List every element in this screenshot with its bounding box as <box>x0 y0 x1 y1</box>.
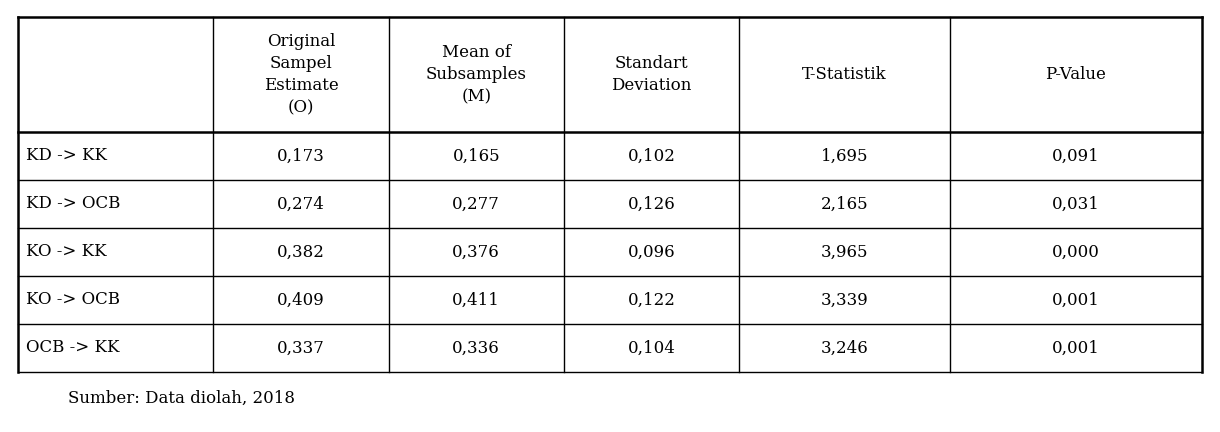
Text: 1,695: 1,695 <box>821 147 869 165</box>
Text: 0,091: 0,091 <box>1052 147 1099 165</box>
Text: KO -> KK: KO -> KK <box>26 244 106 260</box>
Text: 0,337: 0,337 <box>277 340 325 356</box>
Text: 2,165: 2,165 <box>821 196 869 213</box>
Text: P-Value: P-Value <box>1046 66 1107 83</box>
Text: 0,126: 0,126 <box>627 196 676 213</box>
Text: 0,274: 0,274 <box>277 196 325 213</box>
Text: 3,965: 3,965 <box>821 244 869 260</box>
Text: 0,277: 0,277 <box>453 196 500 213</box>
Text: Original
Sampel
Estimate
(O): Original Sampel Estimate (O) <box>264 33 338 116</box>
Text: 0,165: 0,165 <box>453 147 500 165</box>
Text: 0,409: 0,409 <box>277 292 325 308</box>
Text: 0,173: 0,173 <box>277 147 325 165</box>
Text: 0,336: 0,336 <box>453 340 500 356</box>
Text: 0,001: 0,001 <box>1052 292 1100 308</box>
Text: KO -> OCB: KO -> OCB <box>26 292 120 308</box>
Text: 0,001: 0,001 <box>1052 340 1100 356</box>
Text: 0,376: 0,376 <box>453 244 500 260</box>
Text: 0,104: 0,104 <box>627 340 676 356</box>
Text: KD -> OCB: KD -> OCB <box>26 196 121 213</box>
Text: Mean of
Subsamples
(M): Mean of Subsamples (M) <box>426 44 527 105</box>
Text: 0,096: 0,096 <box>627 244 675 260</box>
Text: Sumber: Data diolah, 2018: Sumber: Data diolah, 2018 <box>68 390 295 407</box>
Text: 0,411: 0,411 <box>453 292 500 308</box>
Text: KD -> KK: KD -> KK <box>26 147 107 165</box>
Text: OCB -> KK: OCB -> KK <box>26 340 120 356</box>
Text: 0,122: 0,122 <box>627 292 676 308</box>
Text: Standart
Deviation: Standart Deviation <box>611 55 692 94</box>
Text: 3,339: 3,339 <box>821 292 869 308</box>
Text: 0,382: 0,382 <box>277 244 325 260</box>
Text: 0,102: 0,102 <box>627 147 676 165</box>
Text: 0,031: 0,031 <box>1052 196 1100 213</box>
Text: 0,000: 0,000 <box>1052 244 1100 260</box>
Text: T-Statistik: T-Statistik <box>802 66 887 83</box>
Text: 3,246: 3,246 <box>821 340 869 356</box>
